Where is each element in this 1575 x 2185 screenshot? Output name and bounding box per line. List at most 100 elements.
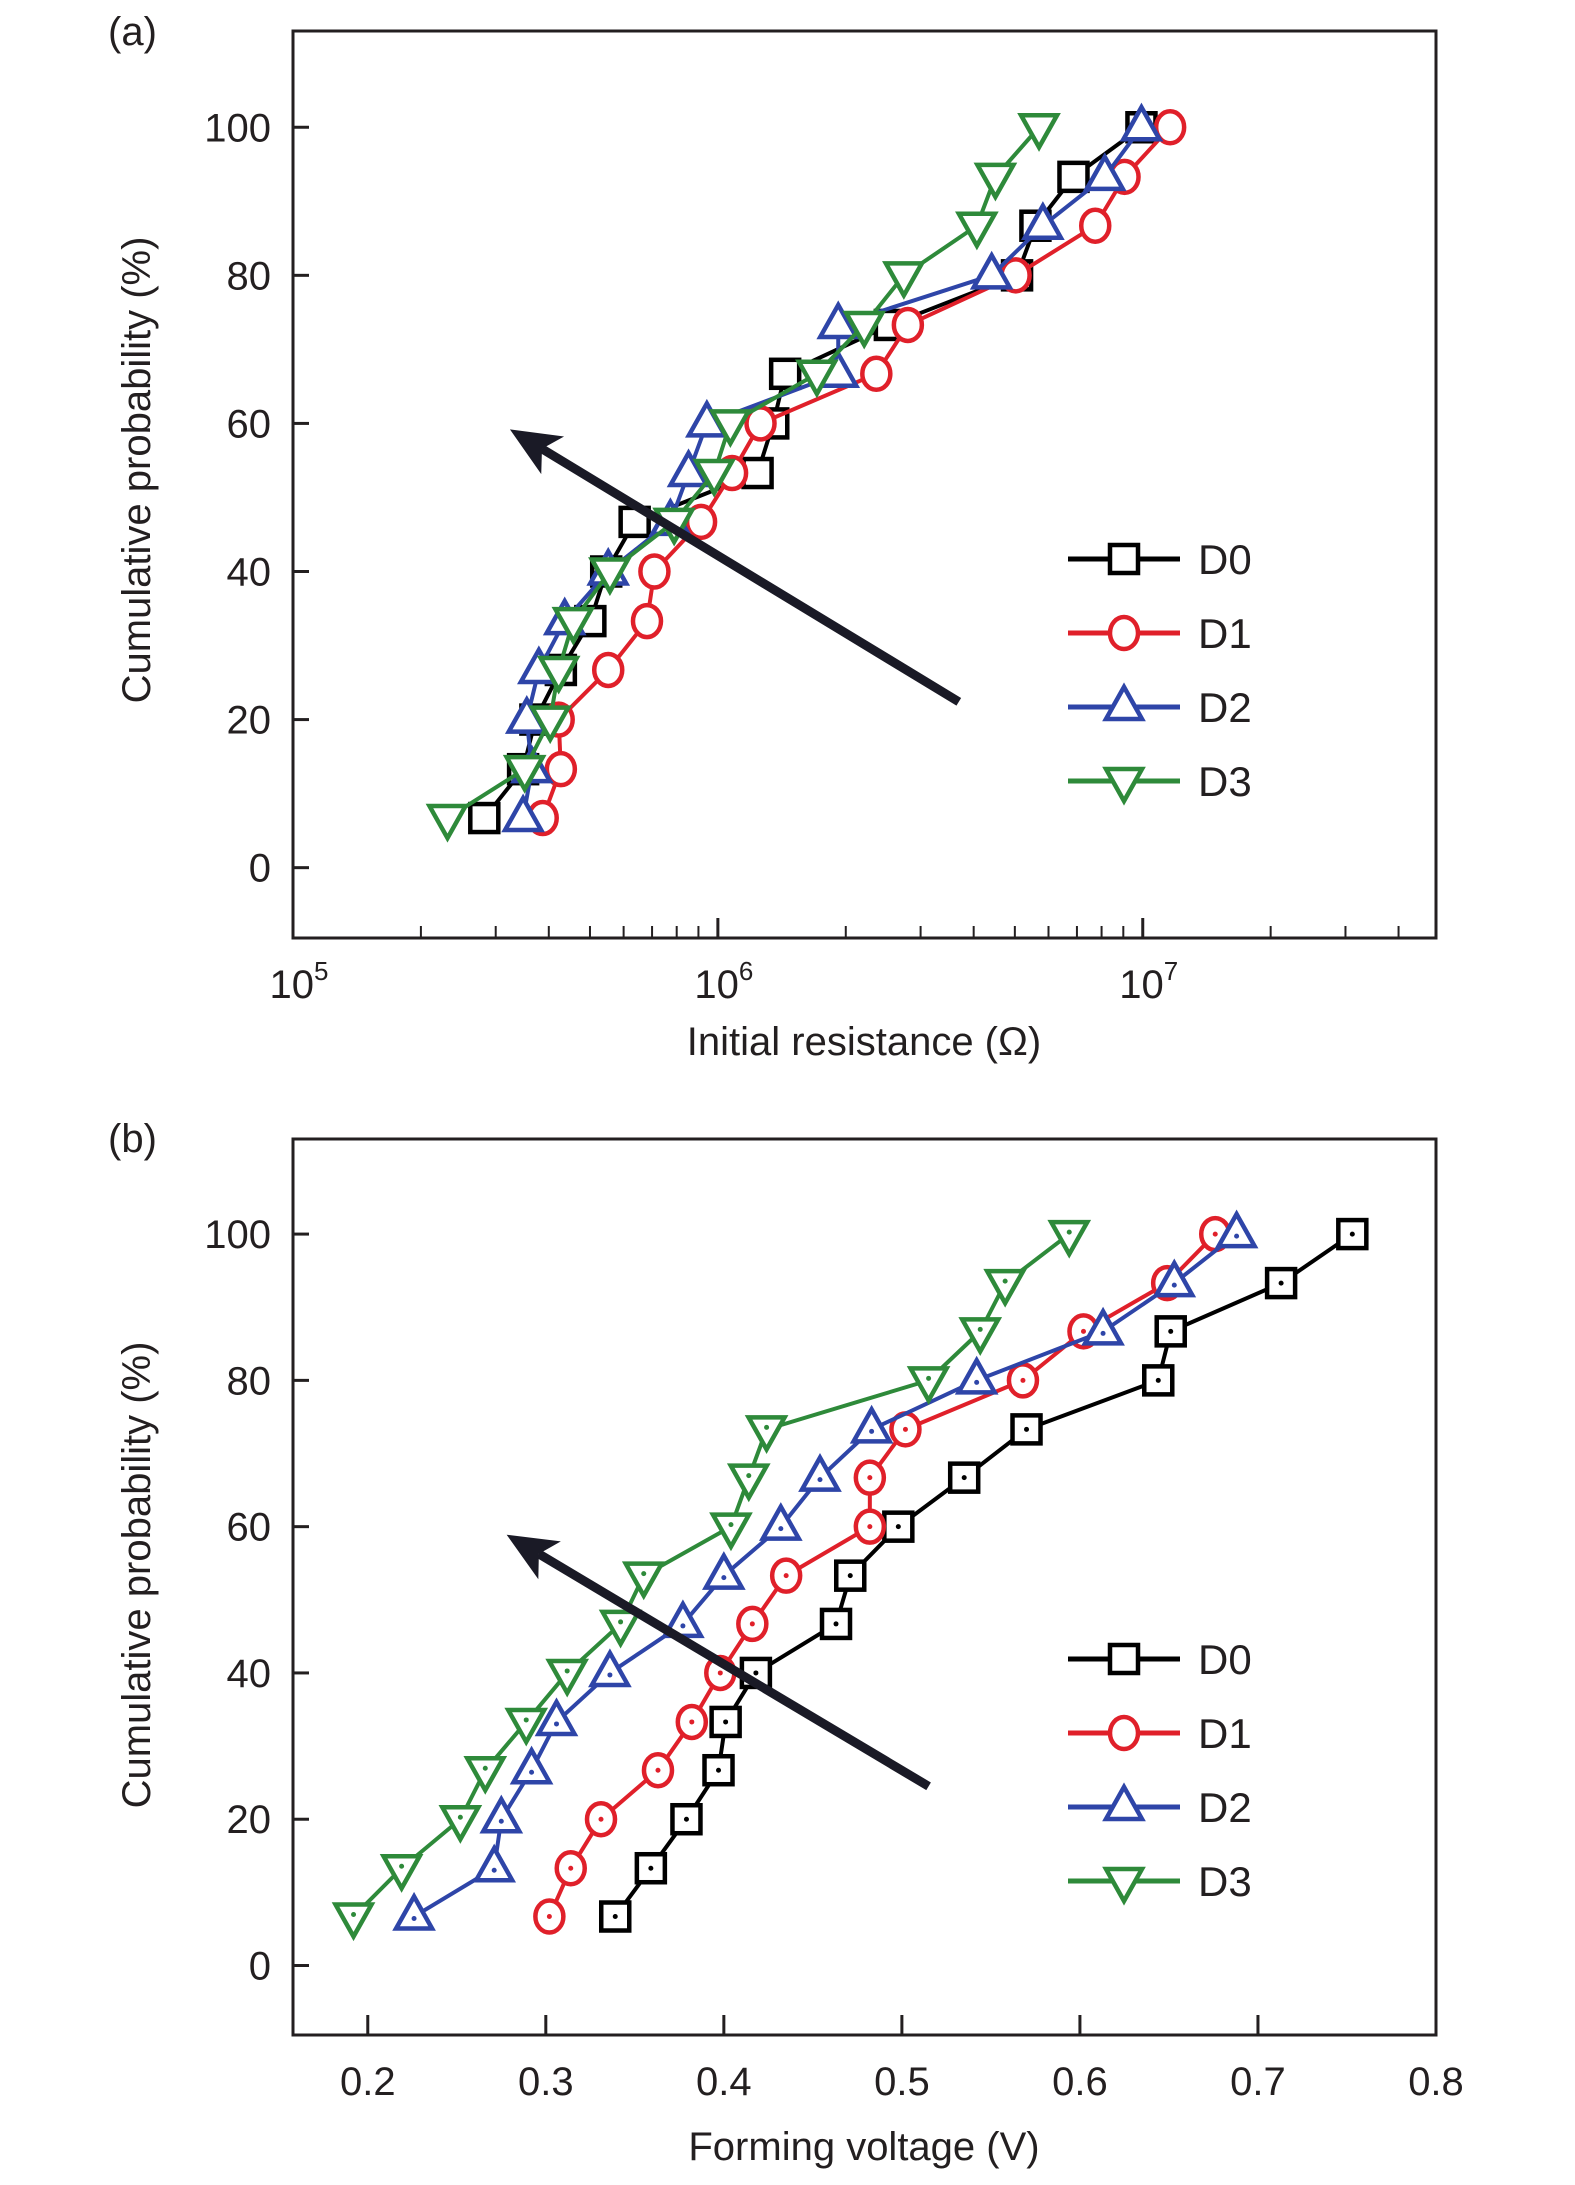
data-point-d0	[1057, 160, 1090, 194]
data-point-d3	[726, 1463, 771, 1503]
panel-a-x-axis: 105 106 107	[270, 918, 1400, 1007]
data-point-d3	[744, 1415, 789, 1454]
data-point-d2-center-dot	[607, 1672, 613, 1678]
data-point-d3	[425, 803, 470, 843]
data-point-d2-center-dot	[1100, 1330, 1106, 1336]
trend-arrow-shaft	[536, 1550, 931, 1791]
legend-label: D1	[1198, 610, 1252, 657]
y-tick-label: 80	[227, 1359, 272, 1403]
legend-label: D3	[1198, 758, 1252, 805]
data-point-d1-center-dot	[867, 1524, 873, 1530]
x-tick-label: 106	[694, 956, 753, 1007]
data-point-d0-center-dot	[753, 1670, 759, 1676]
data-point-d1-center-dot	[749, 1621, 755, 1627]
data-point-d2	[798, 1453, 842, 1492]
panel-a-legend: D0 D1 D2 D3	[1068, 536, 1252, 806]
data-point-d1-center-dot	[867, 1475, 873, 1481]
data-point-d3	[955, 211, 999, 251]
data-point-d2-center-dot	[553, 1721, 559, 1727]
legend-item-d1: D1	[1068, 610, 1252, 657]
legend-item-d2: D2	[1068, 682, 1252, 731]
data-point-d3-center-dot	[641, 1571, 647, 1577]
data-point-d1-center-dot	[689, 1719, 695, 1725]
panel-a-trend-arrow	[509, 429, 962, 706]
legend-marker-d1	[1107, 1714, 1141, 1752]
data-point-d2	[849, 1404, 894, 1444]
data-point-d3	[692, 458, 736, 498]
data-point-d3	[502, 754, 547, 794]
series-d2	[392, 1209, 1259, 1931]
data-point-d0	[1154, 1315, 1187, 1348]
data-point-d2	[479, 1794, 524, 1834]
data-point-d1-center-dot	[568, 1865, 574, 1871]
data-point-d0	[634, 1851, 668, 1885]
data-point-d3	[709, 1512, 753, 1552]
data-point-d2	[954, 1355, 999, 1395]
data-point-d2	[472, 1843, 517, 1883]
legend-label: D0	[1198, 1636, 1252, 1683]
x-tick-label: 0.5	[874, 2060, 930, 2104]
data-point-d1-center-dot	[902, 1426, 908, 1432]
data-point-d3	[588, 557, 632, 597]
y-tick-label: 100	[204, 106, 271, 150]
data-point-d2	[534, 1697, 579, 1737]
x-tick-label: 105	[270, 956, 329, 1007]
data-point-d3-center-dot	[728, 1522, 734, 1528]
panel-b-frame	[291, 1137, 1438, 2037]
data-point-d2-center-dot	[411, 1916, 417, 1922]
series-d2	[501, 102, 1164, 833]
data-point-d3	[842, 310, 887, 350]
series-d0	[598, 1217, 1369, 1933]
panel-a-frame	[291, 29, 1438, 940]
data-point-d0-center-dot	[1278, 1280, 1284, 1286]
panel-a-y-axis: 0 20 40 60 80 100	[204, 106, 309, 891]
legend-item-d3: D3	[1068, 758, 1252, 806]
data-point-d0-center-dot	[648, 1865, 654, 1871]
legend-item-d1: D1	[1068, 1710, 1252, 1757]
legend-marker-d2	[1102, 682, 1146, 722]
data-point-d3	[545, 1658, 590, 1698]
data-point-d3-center-dot	[351, 1912, 357, 1918]
panel-b-x-axis: 0.2 0.3 0.4 0.5 0.6 0.7 0.8	[340, 2015, 1464, 2104]
data-point-d1-center-dot	[598, 1816, 604, 1822]
x-tick-exponent: 6	[739, 956, 753, 986]
data-point-d2-center-dot	[1234, 1233, 1240, 1239]
data-point-d3-center-dot	[523, 1717, 529, 1723]
data-point-d1-center-dot	[1020, 1377, 1026, 1383]
data-point-d3	[1047, 1219, 1092, 1259]
legend-marker-d2	[1102, 1782, 1146, 1822]
data-point-d3	[528, 705, 573, 745]
data-point-d3-center-dot	[457, 1814, 463, 1820]
trend-arrow-head	[509, 429, 565, 475]
data-point-d3	[906, 1366, 951, 1405]
data-point-d1-center-dot	[783, 1573, 789, 1579]
x-tick-label: 107	[1119, 956, 1178, 1007]
legend-item-d3: D3	[1068, 1858, 1252, 1906]
panel-b-y-axis: 0 20 40 60 80 100	[204, 1213, 309, 1989]
data-point-d0	[468, 801, 501, 835]
data-point-d2-center-dot	[498, 1818, 504, 1824]
series-d3	[331, 1219, 1092, 1942]
x-tick-label: 0.8	[1408, 2060, 1464, 2104]
data-point-d1-center-dot	[1080, 1328, 1086, 1334]
data-point-d0	[1142, 1364, 1175, 1397]
data-point-d1-center-dot	[717, 1670, 723, 1676]
data-point-d2-center-dot	[817, 1477, 823, 1483]
legend-marker-d0	[1107, 1642, 1141, 1676]
data-point-d3	[958, 1317, 1003, 1356]
data-point-d2-center-dot	[1171, 1282, 1177, 1288]
data-point-d2-center-dot	[491, 1867, 497, 1873]
y-tick-label: 100	[204, 1213, 271, 1257]
data-point-d3	[463, 1755, 508, 1795]
x-tick-label: 0.6	[1052, 2060, 1108, 2104]
x-tick-label: 0.4	[696, 2060, 752, 2104]
series-d3	[425, 113, 1061, 843]
data-point-d3-center-dot	[1002, 1278, 1008, 1284]
data-point-d0-center-dot	[961, 1475, 967, 1481]
data-point-d0-center-dot	[723, 1719, 729, 1725]
y-tick-label: 20	[227, 699, 272, 743]
legend-label: D0	[1198, 536, 1252, 583]
data-point-d2	[1081, 1306, 1125, 1346]
x-tick-label: 0.3	[518, 2060, 574, 2104]
panel-b-x-axis-label: Forming voltage (V)	[688, 2125, 1039, 2169]
